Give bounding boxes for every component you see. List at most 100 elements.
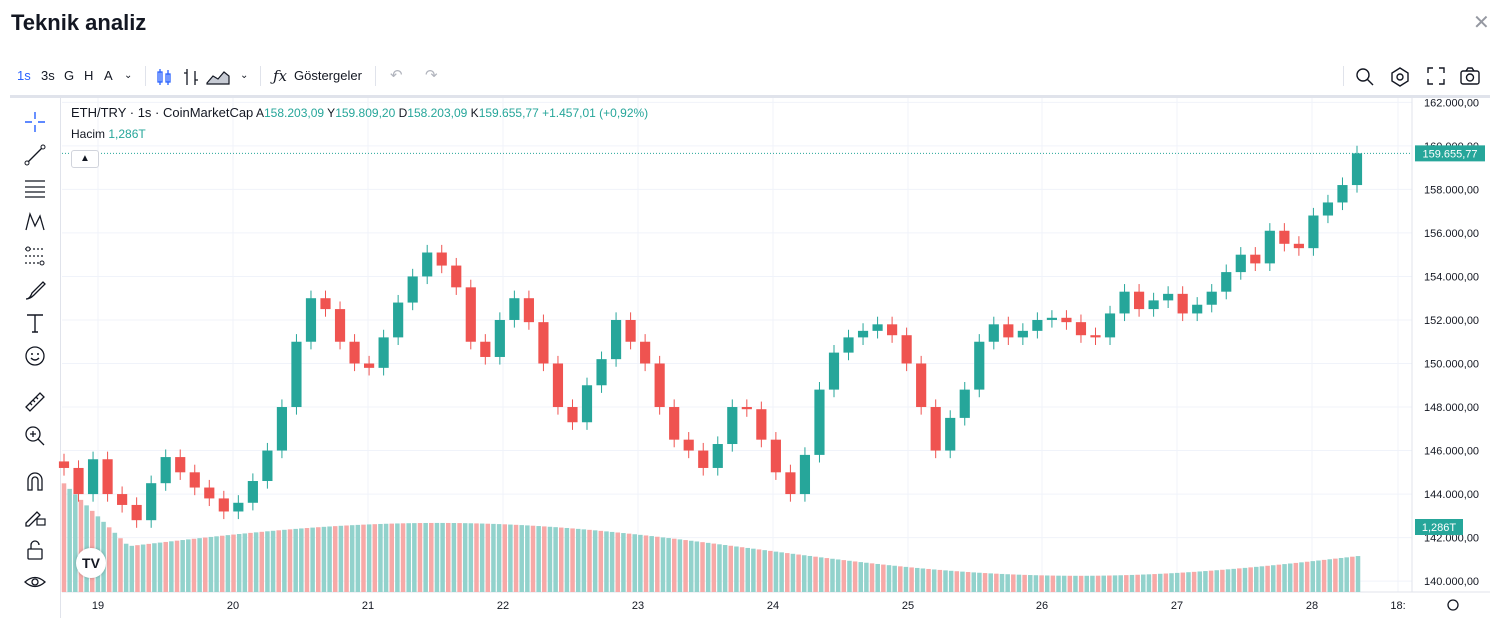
volume-bar <box>457 523 462 592</box>
y-tick-label: 162.000,00 <box>1424 97 1479 109</box>
candle <box>407 276 418 303</box>
chart-type-dropdown-icon[interactable]: ⌄ <box>240 70 249 81</box>
candle <box>117 494 128 505</box>
candle <box>1337 185 1348 203</box>
volume-bar <box>491 523 496 592</box>
open-value: 158.203,09 <box>263 106 325 120</box>
interval-dropdown-icon[interactable]: ⌄ <box>124 70 133 81</box>
candle <box>334 309 346 342</box>
zoom-in-icon[interactable] <box>23 424 47 448</box>
volume-bar <box>1101 575 1106 592</box>
last-volume-label: 1,286T <box>1422 522 1457 534</box>
volume-bar <box>801 555 807 592</box>
volume-bar <box>123 543 129 592</box>
candle <box>160 457 171 484</box>
y-tick-label: 152.000,00 <box>1424 315 1479 327</box>
candle <box>1279 230 1290 244</box>
volume-bar <box>722 545 728 592</box>
interval-1s-button[interactable]: 1s <box>17 68 31 83</box>
prediction-icon[interactable] <box>23 244 47 268</box>
trend-line-icon[interactable] <box>23 143 47 167</box>
indicators-button[interactable]: Göstergeler <box>294 68 362 83</box>
candle <box>436 252 447 266</box>
fullscreen-icon[interactable] <box>1427 67 1445 85</box>
volume-bar <box>129 545 135 592</box>
fib-retracement-icon[interactable] <box>23 177 47 201</box>
candle <box>712 444 723 468</box>
interval-h-button[interactable]: H <box>84 68 94 83</box>
interval-a-button[interactable]: A <box>104 68 113 83</box>
volume-bar <box>1220 569 1225 592</box>
unlock-icon[interactable] <box>23 538 47 562</box>
volume-bar <box>1174 572 1180 592</box>
axis-settings-icon[interactable] <box>1447 599 1459 611</box>
volume-bar <box>717 544 722 592</box>
candles-icon[interactable] <box>156 68 172 86</box>
candle <box>146 483 157 521</box>
volume-bar <box>1242 567 1248 592</box>
low-label: D <box>398 106 408 120</box>
indicators-fx-icon[interactable]: ƒx <box>273 67 288 85</box>
volume-bar <box>960 571 965 592</box>
candle <box>828 352 840 390</box>
close-icon[interactable]: ✕ <box>1473 12 1490 34</box>
emoji-icon[interactable] <box>23 344 47 368</box>
camera-icon[interactable] <box>1460 67 1480 85</box>
quick-search-icon[interactable] <box>1355 67 1375 87</box>
volume-bar <box>1090 575 1095 592</box>
volume-bar <box>253 532 259 592</box>
interval-3s-button[interactable]: 3s <box>41 68 55 83</box>
redo-icon[interactable]: ↷ <box>425 67 438 84</box>
volume-bar <box>445 522 451 592</box>
eye-icon[interactable] <box>23 570 47 594</box>
volume-bar <box>683 540 688 592</box>
bar-chart-type-icon[interactable] <box>183 68 199 86</box>
volume-bar <box>265 531 270 592</box>
volume-bar <box>751 548 756 592</box>
magnet-icon[interactable] <box>23 470 47 494</box>
candle <box>610 319 622 360</box>
settings-icon[interactable] <box>1390 67 1410 87</box>
crosshair-icon[interactable] <box>23 110 47 134</box>
candle <box>1046 317 1057 320</box>
candle <box>1221 272 1232 292</box>
volume-bar <box>796 554 801 592</box>
volume-bar <box>564 527 570 592</box>
undo-icon[interactable]: ↶ <box>390 67 403 84</box>
volume-bar <box>869 563 875 592</box>
candle <box>393 302 404 338</box>
volume-bar <box>768 550 773 592</box>
volume-bar <box>954 571 960 592</box>
y-tick-label: 150.000,00 <box>1424 358 1479 370</box>
volume-bar <box>779 552 784 592</box>
volume-bar <box>1061 575 1067 592</box>
candle <box>262 450 273 482</box>
brush-icon[interactable] <box>23 278 47 302</box>
volume-bar <box>931 569 937 592</box>
volume-bar <box>592 530 598 592</box>
candle <box>1003 324 1014 338</box>
pattern-icon[interactable] <box>23 210 47 234</box>
candle <box>567 407 578 423</box>
volume-bar <box>530 525 536 592</box>
volume-bar <box>1203 571 1208 592</box>
interval-g-button[interactable]: G <box>64 68 75 83</box>
collapse-legend-button[interactable]: ▲ <box>71 150 99 168</box>
volume-bar <box>982 573 988 592</box>
volume-bar <box>621 533 626 592</box>
volume-bar <box>558 527 564 592</box>
lock-drawings-icon[interactable] <box>23 504 47 528</box>
ruler-icon[interactable] <box>23 390 47 414</box>
candle <box>1163 293 1174 301</box>
volume-bar <box>1248 567 1253 592</box>
volume-bar <box>174 540 180 592</box>
volume-bar <box>270 530 276 592</box>
area-chart-icon[interactable] <box>206 68 230 86</box>
volume-bar <box>937 569 943 592</box>
volume-bar <box>219 535 225 592</box>
volume-bar <box>1107 575 1112 592</box>
text-tool-icon[interactable] <box>23 311 47 335</box>
candle <box>1119 291 1130 314</box>
volume-bar <box>1078 575 1084 592</box>
